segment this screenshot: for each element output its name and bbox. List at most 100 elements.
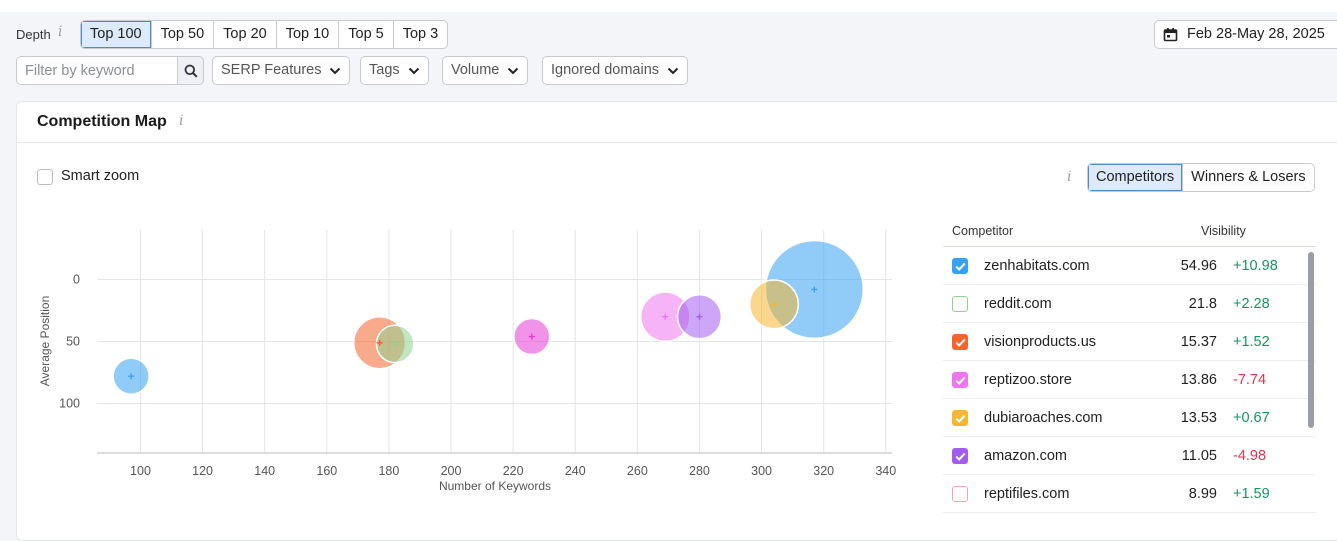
competitor-checkbox[interactable] bbox=[952, 410, 968, 426]
competitor-domain: zenhabitats.com bbox=[984, 258, 1090, 274]
tab-winners-losers[interactable]: Winners & Losers bbox=[1191, 169, 1306, 185]
info-icon[interactable]: i bbox=[179, 113, 184, 129]
x-tick-label: 340 bbox=[875, 464, 896, 478]
x-axis-title: Number of Keywords bbox=[439, 479, 551, 493]
table-row[interactable]: reddit.com 21.8 +2.28 bbox=[943, 285, 1316, 323]
card-title: Competition Map bbox=[37, 113, 167, 130]
table-row[interactable]: amazon.com 11.05 -4.98 bbox=[943, 437, 1316, 475]
x-tick-label: 320 bbox=[813, 464, 834, 478]
competitor-table: Competitor Visibility zenhabitats.com 54.… bbox=[943, 214, 1316, 513]
view-info-icon[interactable]: i bbox=[1067, 169, 1072, 185]
table-scrollbar[interactable] bbox=[1308, 252, 1314, 428]
tags-label: Tags bbox=[369, 62, 400, 78]
depth-option-top-50[interactable]: Top 50 bbox=[152, 21, 215, 48]
depth-option-top-100[interactable]: Top 100 bbox=[81, 21, 152, 48]
competitor-checkbox[interactable] bbox=[952, 486, 968, 502]
chevron-down-icon bbox=[330, 67, 341, 74]
chart-ticks: 100 120 140 160 180 200 220 240 260 280 300 320 340 0… bbox=[59, 273, 896, 478]
bubble-center-marker bbox=[376, 339, 383, 346]
depth-segmented-control: Top 100 Top 50 Top 20 Top 10 Top 5 Top 3 bbox=[80, 20, 449, 49]
competition-map-chart: 100 120 140 160 180 200 220 240 260 280 300 320 340 0… bbox=[38, 230, 896, 493]
visibility-change: +2.28 bbox=[1233, 296, 1270, 312]
depth-label: Depth bbox=[16, 27, 51, 42]
search-button[interactable] bbox=[177, 56, 204, 85]
bubble-center-marker bbox=[528, 333, 535, 340]
competitor-domain: reptizoo.store bbox=[984, 372, 1072, 388]
visibility-value: 54.96 bbox=[1180, 258, 1217, 274]
competitor-checkbox[interactable] bbox=[952, 258, 968, 274]
table-row[interactable]: zenhabitats.com 54.96 +10.98 bbox=[943, 247, 1316, 285]
chevron-down-icon bbox=[508, 67, 519, 74]
competitor-checkbox[interactable] bbox=[952, 334, 968, 350]
visibility-value: 13.53 bbox=[1180, 410, 1217, 426]
x-tick-label: 160 bbox=[316, 464, 337, 478]
calendar-icon bbox=[1163, 28, 1178, 42]
depth-option-top-5[interactable]: Top 5 bbox=[339, 21, 394, 48]
competitor-checkbox[interactable] bbox=[952, 372, 968, 388]
table-row[interactable]: visionproducts.us 15.37 +1.52 bbox=[943, 323, 1316, 361]
depth-option-top-3[interactable]: Top 3 bbox=[402, 26, 439, 42]
y-tick-label: 0 bbox=[73, 273, 80, 287]
check-icon bbox=[955, 262, 966, 271]
x-tick-label: 120 bbox=[192, 464, 213, 478]
competitor-domain: dubiaroaches.com bbox=[984, 410, 1103, 426]
y-tick-label: 100 bbox=[59, 396, 80, 410]
table-row[interactable]: reptifiles.com 8.99 +1.59 bbox=[943, 475, 1316, 513]
search-icon bbox=[184, 64, 198, 78]
check-icon bbox=[955, 452, 966, 461]
table-header: Competitor Visibility bbox=[943, 214, 1316, 247]
table-row[interactable]: dubiaroaches.com 13.53 +0.67 bbox=[943, 399, 1316, 437]
check-icon bbox=[955, 338, 966, 347]
y-tick-label: 50 bbox=[66, 335, 80, 349]
visibility-change: +0.67 bbox=[1233, 410, 1270, 426]
top-strip bbox=[0, 0, 1337, 12]
tab-competitors[interactable]: Competitors bbox=[1088, 164, 1184, 191]
keyword-filter-input[interactable] bbox=[16, 56, 178, 85]
tags-dropdown[interactable]: Tags bbox=[360, 56, 429, 85]
check-icon bbox=[955, 376, 966, 385]
table-row[interactable]: reptizoo.store 13.86 -7.74 bbox=[943, 361, 1316, 399]
bubble-center-marker bbox=[770, 301, 777, 308]
date-range-button[interactable]: Feb 28-May 28, 2025 bbox=[1154, 20, 1337, 49]
visibility-change: -7.74 bbox=[1233, 372, 1267, 388]
visibility-value: 15.37 bbox=[1180, 334, 1217, 350]
x-tick-label: 180 bbox=[378, 464, 399, 478]
serp-features-dropdown[interactable]: SERP Features bbox=[212, 56, 351, 85]
x-tick-label: 220 bbox=[503, 464, 524, 478]
card-header: Competition Map i bbox=[17, 102, 1337, 143]
ignored-domains-dropdown[interactable]: Ignored domains bbox=[542, 56, 689, 85]
bubble-center-marker bbox=[811, 286, 818, 293]
smart-zoom-checkbox[interactable] bbox=[37, 169, 53, 185]
check-icon bbox=[955, 414, 966, 423]
visibility-value: 8.99 bbox=[1188, 486, 1217, 502]
visibility-change: +10.98 bbox=[1233, 258, 1278, 274]
bubble-center-marker bbox=[128, 373, 135, 380]
competitor-checkbox[interactable] bbox=[952, 296, 968, 312]
visibility-value: 21.8 bbox=[1188, 296, 1217, 312]
volume-label: Volume bbox=[451, 62, 500, 78]
visibility-value: 11.05 bbox=[1181, 448, 1217, 464]
y-axis-title: Average Position bbox=[38, 296, 52, 387]
competitor-domain: reptifiles.com bbox=[984, 486, 1070, 502]
competitor-domain: amazon.com bbox=[984, 448, 1068, 464]
chart-grid bbox=[97, 230, 892, 454]
x-tick-label: 280 bbox=[689, 464, 710, 478]
date-range-label: Feb 28-May 28, 2025 bbox=[1187, 26, 1325, 42]
chevron-down-icon bbox=[408, 67, 419, 74]
x-tick-label: 240 bbox=[565, 464, 586, 478]
depth-option-top-10[interactable]: Top 10 bbox=[277, 21, 340, 48]
competitor-domain: visionproducts.us bbox=[984, 334, 1097, 350]
competitor-column-header: Competitor bbox=[952, 224, 1014, 238]
depth-info-icon[interactable]: i bbox=[58, 24, 63, 40]
depth-option-top-20[interactable]: Top 20 bbox=[214, 21, 277, 48]
bubble-center-marker bbox=[662, 313, 669, 320]
volume-dropdown[interactable]: Volume bbox=[442, 56, 529, 85]
visibility-column-header: Visibility bbox=[1201, 224, 1246, 238]
x-tick-label: 300 bbox=[751, 464, 772, 478]
competitor-domain: reddit.com bbox=[984, 296, 1052, 312]
x-tick-label: 260 bbox=[627, 464, 648, 478]
competitor-checkbox[interactable] bbox=[952, 448, 968, 464]
smart-zoom-label: Smart zoom bbox=[61, 168, 140, 184]
visibility-change: +1.59 bbox=[1233, 486, 1270, 502]
visibility-change: -4.98 bbox=[1233, 448, 1267, 464]
